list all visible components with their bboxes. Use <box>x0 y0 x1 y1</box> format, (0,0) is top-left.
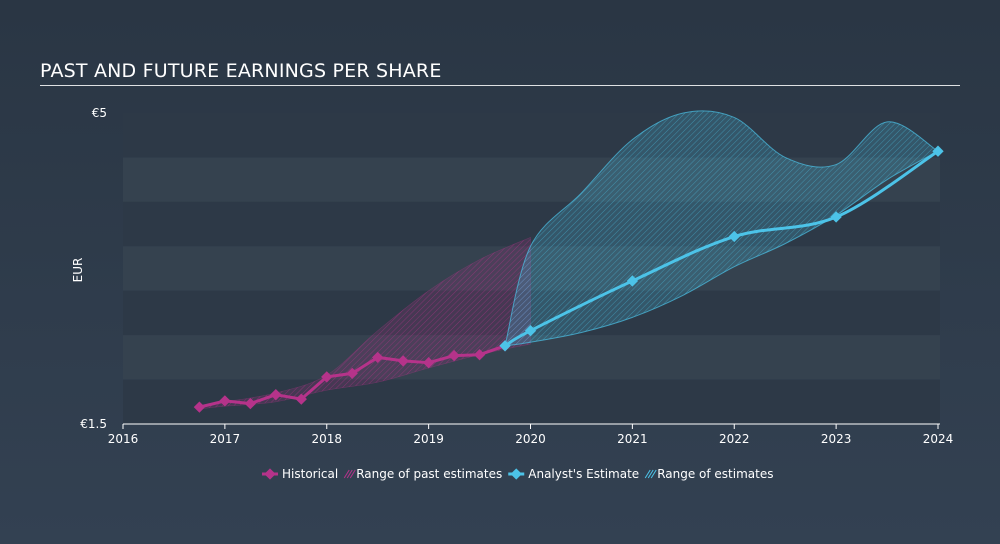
x-tick-label: 2018 <box>311 432 342 446</box>
legend-diamond-icon <box>264 468 276 480</box>
legend-diamond-icon <box>510 468 522 480</box>
grid-band <box>123 113 940 158</box>
legend-hatch-swatch <box>346 469 353 479</box>
axes: 2016 2017 2018 2019 2020 2021 2022 2023 2024 €5 €1… <box>71 106 953 446</box>
historical-point <box>346 367 358 380</box>
legend-label-historical: Historical <box>282 467 338 481</box>
x-tick-label: 2024 <box>923 432 954 446</box>
analyst-estimate-point <box>932 145 944 157</box>
x-tick-label: 2021 <box>617 432 648 446</box>
analyst-estimate-point <box>626 275 639 287</box>
analyst-estimate-point <box>830 211 842 223</box>
historical-point <box>422 357 435 369</box>
x-tick-label: 2017 <box>210 432 241 446</box>
chart-title: PAST AND FUTURE EARNINGS PER SHARE <box>40 60 442 82</box>
legend-hatch-swatch <box>650 469 657 479</box>
x-tick-label: 2023 <box>821 432 852 446</box>
analyst-estimate-point <box>524 325 537 337</box>
historical-point <box>193 401 206 413</box>
legend-label-analyst-estimate: Analyst's Estimate <box>528 467 639 481</box>
y-tick-label: €5 <box>92 106 107 120</box>
analyst-estimate-point <box>499 340 511 352</box>
y-tick-label: €1.5 <box>80 417 107 431</box>
x-tick-label: 2022 <box>719 432 750 446</box>
historical-point <box>473 349 486 361</box>
series-lines <box>193 145 944 413</box>
legend-hatch-swatch <box>349 469 356 479</box>
historical-point <box>397 355 409 367</box>
historical-point <box>244 397 257 410</box>
legend-label-range-past-estimates: Range of past estimates <box>356 467 502 481</box>
legend: Historical Range of past estimates Analyst… <box>262 467 773 481</box>
range-areas <box>199 110 940 410</box>
legend-hatch-swatch <box>644 469 651 479</box>
historical-point <box>219 395 231 407</box>
legend-label-range-estimates: Range of estimates <box>657 467 773 481</box>
range-past-estimates-area <box>199 236 531 410</box>
range-estimates-area <box>504 110 940 347</box>
x-tick-label: 2020 <box>515 432 546 446</box>
historical-point <box>321 371 333 383</box>
legend-hatch-swatch <box>647 469 654 479</box>
analyst-estimate-point <box>728 230 740 243</box>
x-tick-label: 2016 <box>108 432 139 446</box>
historical-point <box>372 351 384 364</box>
legend-hatch-swatch <box>343 469 350 479</box>
title-divider <box>40 85 960 86</box>
historical-point <box>270 389 282 401</box>
y-axis-label: EUR <box>71 258 85 283</box>
x-tick-label: 2019 <box>413 432 444 446</box>
historical-point <box>448 349 460 362</box>
historical-point <box>295 393 307 405</box>
